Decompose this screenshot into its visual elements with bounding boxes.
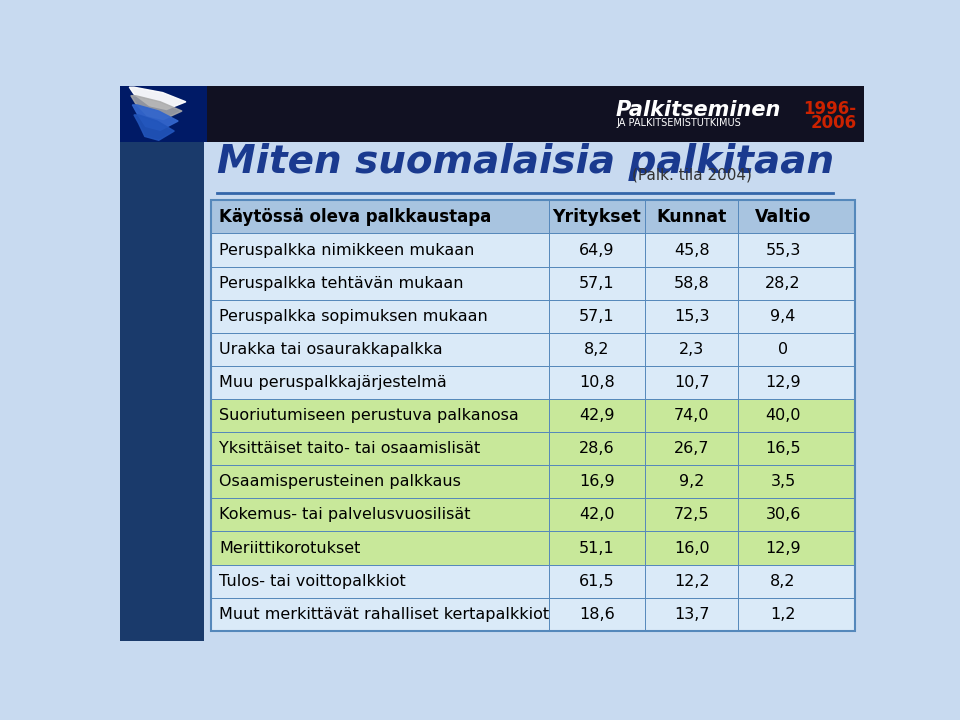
Polygon shape: [134, 115, 175, 140]
Text: JA PALKITSEMISTUTKIMUS: JA PALKITSEMISTUTKIMUS: [616, 118, 741, 128]
Text: 58,8: 58,8: [674, 276, 709, 291]
Text: 13,7: 13,7: [674, 607, 709, 622]
Bar: [211, 432, 854, 465]
Bar: [211, 233, 854, 266]
Text: 12,9: 12,9: [765, 541, 801, 556]
Text: 10,8: 10,8: [579, 375, 615, 390]
Text: Meriittikorotukset: Meriittikorotukset: [219, 541, 361, 556]
Text: Kunnat: Kunnat: [657, 208, 727, 226]
Text: 1,2: 1,2: [770, 607, 796, 622]
Bar: [120, 86, 204, 641]
Text: Muut merkittävät rahalliset kertapalkkiot: Muut merkittävät rahalliset kertapalkkio…: [219, 607, 549, 622]
Bar: [211, 333, 854, 366]
Text: 12,2: 12,2: [674, 574, 709, 589]
Bar: [211, 498, 854, 531]
Text: 0: 0: [778, 342, 788, 357]
Text: Kokemus- tai palvelusvuosilisät: Kokemus- tai palvelusvuosilisät: [219, 508, 470, 523]
Text: 10,7: 10,7: [674, 375, 709, 390]
Text: 57,1: 57,1: [579, 309, 614, 324]
Text: 51,1: 51,1: [579, 541, 615, 556]
Text: 42,0: 42,0: [579, 508, 614, 523]
Text: Muu peruspalkkajärjestelmä: Muu peruspalkkajärjestelmä: [219, 375, 447, 390]
Bar: [211, 366, 854, 399]
Text: Palkitseminen: Palkitseminen: [616, 99, 781, 120]
Bar: [211, 598, 854, 631]
Text: 45,8: 45,8: [674, 243, 709, 258]
Text: Peruspalkka nimikkeen mukaan: Peruspalkka nimikkeen mukaan: [219, 243, 474, 258]
Text: 30,6: 30,6: [765, 508, 801, 523]
Text: 16,5: 16,5: [765, 441, 801, 456]
Bar: [211, 200, 854, 233]
Text: 16,9: 16,9: [579, 474, 614, 490]
Bar: [211, 531, 854, 564]
Text: 28,6: 28,6: [579, 441, 614, 456]
Text: 72,5: 72,5: [674, 508, 709, 523]
Text: 8,2: 8,2: [770, 574, 796, 589]
Text: 74,0: 74,0: [674, 408, 709, 423]
Text: 12,9: 12,9: [765, 375, 801, 390]
Text: 9,4: 9,4: [770, 309, 796, 324]
Text: 55,3: 55,3: [765, 243, 801, 258]
Bar: [211, 266, 854, 300]
Text: Tulos- tai voittopalkkiot: Tulos- tai voittopalkkiot: [219, 574, 406, 589]
Text: Miten suomalaisia palkitaan: Miten suomalaisia palkitaan: [217, 143, 834, 181]
Text: 2,3: 2,3: [680, 342, 705, 357]
Text: 8,2: 8,2: [585, 342, 610, 357]
Bar: [211, 300, 854, 333]
Text: 57,1: 57,1: [579, 276, 614, 291]
Bar: [211, 200, 854, 631]
Bar: [211, 564, 854, 598]
Bar: [120, 86, 864, 142]
Text: Urakka tai osaurakkapalkka: Urakka tai osaurakkapalkka: [219, 342, 443, 357]
Text: Yritykset: Yritykset: [553, 208, 641, 226]
Text: 1996-: 1996-: [804, 101, 856, 119]
Text: 2006: 2006: [810, 114, 856, 132]
Bar: [211, 399, 854, 432]
Polygon shape: [131, 96, 182, 120]
Text: 26,7: 26,7: [674, 441, 709, 456]
Text: Osaamisperusteinen palkkaus: Osaamisperusteinen palkkaus: [219, 474, 461, 490]
Text: 61,5: 61,5: [579, 574, 614, 589]
Text: 28,2: 28,2: [765, 276, 801, 291]
Text: Peruspalkka sopimuksen mukaan: Peruspalkka sopimuksen mukaan: [219, 309, 488, 324]
Text: 64,9: 64,9: [579, 243, 614, 258]
Text: (Palk. tila 2004): (Palk. tila 2004): [632, 168, 752, 182]
Text: 18,6: 18,6: [579, 607, 615, 622]
Text: Suoriutumiseen perustuva palkanosa: Suoriutumiseen perustuva palkanosa: [219, 408, 519, 423]
Bar: [120, 86, 206, 142]
Polygon shape: [130, 87, 186, 109]
Text: Yksittäiset taito- tai osaamislisät: Yksittäiset taito- tai osaamislisät: [219, 441, 480, 456]
Polygon shape: [132, 105, 179, 130]
Text: 42,9: 42,9: [579, 408, 614, 423]
Text: 9,2: 9,2: [680, 474, 705, 490]
Bar: [204, 142, 864, 196]
Text: Valtio: Valtio: [755, 208, 811, 226]
Bar: [211, 465, 854, 498]
Text: 3,5: 3,5: [770, 474, 796, 490]
Text: 15,3: 15,3: [674, 309, 709, 324]
Text: Peruspalkka tehtävän mukaan: Peruspalkka tehtävän mukaan: [219, 276, 464, 291]
Text: 40,0: 40,0: [765, 408, 801, 423]
Text: 16,0: 16,0: [674, 541, 709, 556]
Text: Käytössä oleva palkkaustapa: Käytössä oleva palkkaustapa: [219, 208, 492, 226]
